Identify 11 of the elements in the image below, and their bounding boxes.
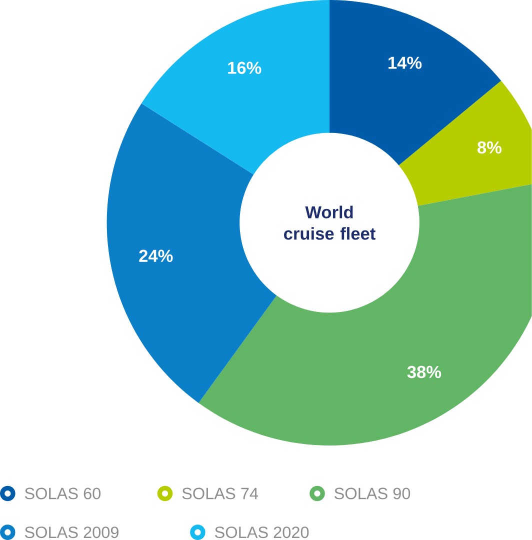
text: World cruise fleet	[284, 206, 376, 240]
data-label: 16%	[228, 62, 262, 74]
data-label: 14%	[388, 56, 422, 69]
legend-label: SOLAS 2009	[25, 526, 119, 538]
legend-label: SOLAS 74	[182, 488, 258, 500]
legend-label: SOLAS 90	[334, 488, 410, 500]
legend-label: SOLAS 2020	[215, 526, 309, 538]
legend-label: SOLAS 60	[25, 488, 101, 500]
data-label: 24%	[139, 250, 173, 262]
data-label: 8%	[478, 141, 502, 154]
data-label: 38%	[407, 366, 442, 378]
